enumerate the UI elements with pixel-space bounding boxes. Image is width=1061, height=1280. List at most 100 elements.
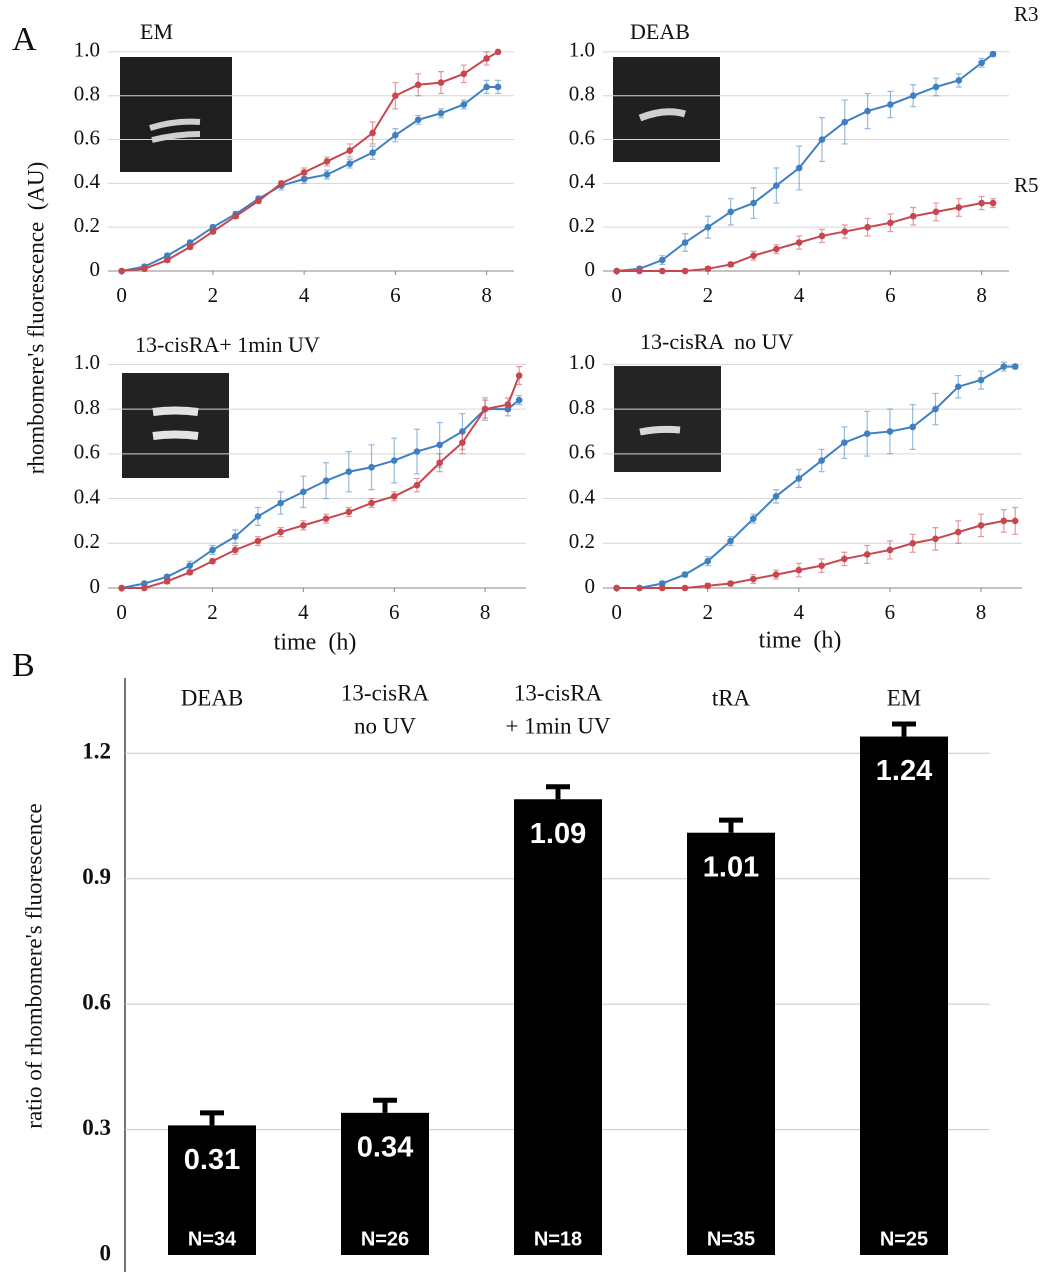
point bbox=[209, 228, 217, 235]
point bbox=[636, 584, 643, 592]
point bbox=[613, 267, 620, 275]
chart-title: EM bbox=[140, 19, 173, 44]
category-label: DEAB bbox=[181, 685, 244, 710]
category-label: no UV bbox=[354, 713, 416, 738]
point bbox=[773, 182, 780, 189]
y-tick-label: 0 bbox=[90, 574, 101, 598]
point bbox=[977, 376, 985, 384]
point bbox=[750, 252, 757, 259]
y-tick-label: 0.6 bbox=[74, 440, 100, 464]
x-tick-label: 8 bbox=[481, 283, 492, 307]
point bbox=[481, 405, 489, 413]
point bbox=[231, 546, 239, 554]
point bbox=[978, 199, 985, 207]
y-tick-label: 0.8 bbox=[74, 82, 100, 106]
point bbox=[818, 457, 825, 464]
point bbox=[494, 48, 502, 56]
point bbox=[795, 239, 803, 246]
point bbox=[300, 488, 307, 496]
y-tick-label: 0.6 bbox=[569, 440, 595, 464]
x-tick-label: 0 bbox=[611, 600, 622, 624]
n-label: N=35 bbox=[707, 1228, 755, 1250]
point bbox=[1000, 363, 1008, 370]
point bbox=[278, 180, 285, 187]
point bbox=[346, 147, 354, 154]
point bbox=[323, 171, 331, 178]
series bbox=[613, 506, 1019, 592]
x-tick-label: 0 bbox=[611, 283, 622, 307]
y-tick-label: 1.0 bbox=[569, 38, 595, 62]
y-tick-label: 0.2 bbox=[569, 529, 595, 553]
point bbox=[932, 83, 940, 91]
point bbox=[795, 475, 803, 482]
chart-title: 13-cisRA no UV bbox=[640, 329, 794, 354]
line bbox=[121, 51, 499, 272]
x-tick-label: 4 bbox=[794, 283, 805, 307]
x-tick-label: 6 bbox=[885, 283, 896, 307]
point bbox=[659, 267, 666, 275]
point bbox=[368, 463, 375, 471]
point bbox=[841, 555, 848, 563]
panel-label: B bbox=[12, 647, 35, 684]
y-axis-label: ratio of rhombomere's fluorescence bbox=[21, 803, 46, 1128]
point bbox=[727, 537, 734, 545]
point bbox=[1011, 517, 1019, 525]
point bbox=[954, 528, 962, 536]
bar bbox=[860, 736, 948, 1255]
point bbox=[322, 477, 330, 484]
category-label: + 1min UV bbox=[506, 713, 611, 738]
y-tick-label: 0.9 bbox=[82, 864, 111, 889]
point bbox=[841, 228, 849, 235]
point bbox=[436, 441, 443, 449]
point bbox=[909, 539, 916, 547]
point bbox=[887, 219, 894, 227]
point bbox=[483, 55, 490, 62]
bar bbox=[168, 1125, 256, 1255]
point bbox=[681, 584, 689, 592]
point bbox=[886, 546, 894, 554]
x-tick-label: 0 bbox=[116, 600, 127, 624]
point bbox=[636, 267, 643, 275]
point bbox=[515, 396, 523, 404]
point bbox=[437, 109, 445, 117]
y-tick-label: 0.2 bbox=[569, 213, 595, 237]
point bbox=[750, 199, 757, 207]
point bbox=[436, 459, 443, 467]
x-tick-label: 6 bbox=[390, 283, 401, 307]
point bbox=[392, 92, 399, 100]
point bbox=[369, 149, 376, 156]
y-tick-label: 0 bbox=[585, 574, 596, 598]
point bbox=[323, 158, 331, 165]
y-tick-label: 1.0 bbox=[74, 350, 100, 374]
y-tick-label: 0.8 bbox=[569, 395, 595, 419]
point bbox=[504, 401, 512, 408]
point bbox=[368, 499, 375, 507]
point bbox=[727, 261, 735, 268]
y-tick-label: 0.2 bbox=[74, 529, 100, 553]
point bbox=[818, 562, 825, 569]
point bbox=[886, 428, 894, 435]
line bbox=[121, 85, 499, 272]
point bbox=[989, 50, 997, 58]
y-axis-label: rhombomere's fluorescence (AU) bbox=[23, 162, 48, 475]
point bbox=[255, 197, 262, 205]
n-label: N=26 bbox=[361, 1228, 409, 1250]
point bbox=[909, 212, 917, 220]
point bbox=[345, 508, 353, 516]
value-label: 0.31 bbox=[184, 1144, 240, 1176]
point bbox=[300, 522, 307, 529]
point bbox=[989, 199, 997, 207]
point bbox=[392, 131, 399, 139]
point bbox=[887, 101, 894, 108]
point bbox=[659, 256, 666, 264]
point bbox=[254, 537, 262, 545]
point bbox=[864, 107, 871, 115]
point bbox=[390, 493, 398, 500]
panel-label: A bbox=[12, 21, 37, 58]
point bbox=[841, 439, 848, 446]
x-tick-label: 2 bbox=[207, 600, 218, 624]
category-label: 13-cisRA bbox=[341, 680, 430, 705]
y-tick-label: 0 bbox=[100, 1240, 112, 1265]
point bbox=[277, 528, 284, 536]
